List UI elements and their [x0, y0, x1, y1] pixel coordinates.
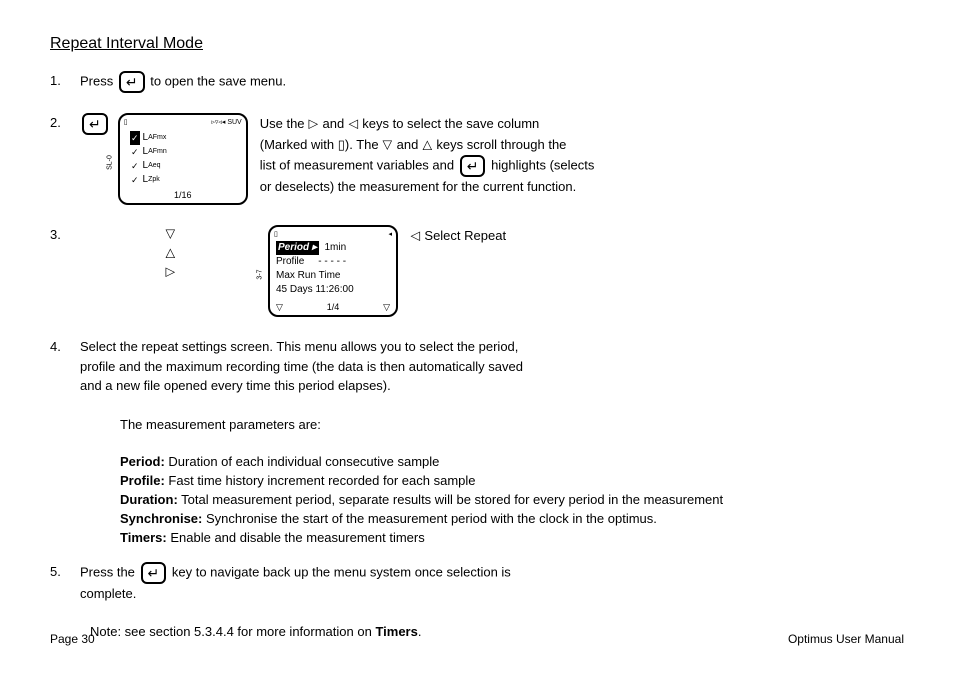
right-arrow-icon: ▷ [165, 264, 175, 279]
step-4-number: 4. [50, 337, 80, 354]
down-arrow-icon: ▽ [165, 226, 175, 241]
check-icon: ✓ [130, 131, 140, 145]
left-arrow-icon: ◁ [411, 226, 421, 245]
check-icon: ✓ [130, 145, 140, 159]
param-list: The measurement parameters are: Period: … [120, 416, 904, 548]
lcd1-sub1: AFmn [148, 145, 167, 159]
step-1-after: to open the save menu. [150, 73, 286, 88]
check-icon: ✓ [130, 159, 140, 173]
right-arrow-icon: ▷ [309, 114, 319, 133]
step-5: 5. Press the ↵ key to navigate back up t… [50, 562, 904, 604]
page-number: Page 30 [50, 632, 95, 646]
step-5b: key to navigate back up the menu system … [172, 565, 511, 580]
period-label: Period ▸ [276, 241, 319, 255]
step-2-number: 2. [50, 113, 80, 130]
lcd1-sub2: Aeq [148, 159, 160, 173]
doc-title: Optimus User Manual [788, 632, 904, 646]
lcd2-body: Period ▸ 1min Profile - - - - - Max Run … [276, 241, 392, 297]
maxrun-label: Max Run Time [276, 269, 340, 283]
step-1-text: Press ↵ to open the save menu. [80, 71, 904, 93]
step-5-number: 5. [50, 562, 80, 579]
profile-label: Profile [276, 255, 304, 269]
lcd2-side-label: 3-7 [257, 269, 264, 279]
step-3-number: 3. [50, 225, 80, 242]
p0-label: Period: [120, 454, 165, 469]
footer: Page 30 Optimus User Manual [50, 632, 904, 646]
section-title: Repeat Interval Mode [50, 35, 904, 53]
step-1-before: Press [80, 73, 117, 88]
maxrun-value: 45 Days 11:26:00 [276, 283, 354, 297]
lcd1-top-right: ▹▿◃◂ SUV [211, 118, 241, 126]
step-4: 4. Select the repeat settings screen. Th… [50, 337, 904, 396]
period-value: 1min [324, 241, 346, 255]
lcd1-side-label: SL-0 [106, 155, 113, 170]
p1-desc: Fast time history increment recorded for… [168, 473, 475, 488]
enter-key-icon: ↵ [141, 562, 167, 584]
lcd1-sub0: AFmx [148, 131, 166, 145]
step-1: 1. Press ↵ to open the save menu. [50, 71, 904, 93]
step-4-text: Select the repeat settings screen. This … [80, 337, 904, 396]
step-5-text: Press the ↵ key to navigate back up the … [80, 562, 904, 604]
down-arrow-icon: ▽ [383, 135, 393, 154]
lcd1-body: ✓ LAFmx ✓ LAFmn ✓ LAeq ✓ LZpk [130, 131, 242, 187]
step-2: 2. ↵ SL-0 ▯ ▹▿◃◂ SUV ✓ LAFmx ✓ LAFmn ✓ L… [50, 113, 904, 205]
up-arrow-icon: △ [165, 245, 175, 260]
up-arrow-icon: △ [422, 135, 432, 154]
p4-label: Timers: [120, 530, 167, 545]
left-arrow-icon: ◁ [348, 114, 358, 133]
p3-desc: Synchronise the start of the measurement… [206, 511, 657, 526]
check-icon: ✓ [130, 173, 140, 187]
p3-label: Synchronise: [120, 511, 202, 526]
step-3-text: ◁ Select Repeat [410, 225, 904, 246]
step-5c: complete. [80, 586, 136, 601]
step-3: 3. ▽ △ ▷ 3-7 ▯ ◂ Period ▸ 1min Profile -… [50, 225, 904, 317]
profile-value: - - - - - [318, 255, 346, 269]
step-2-text: Use the ▷ and ◁ keys to select the save … [260, 113, 904, 197]
step-4b: profile and the maximum recording time (… [80, 359, 523, 374]
p4-desc: Enable and disable the measurement timer… [170, 530, 424, 545]
lcd2-top-right: ◂ [388, 230, 392, 238]
lcd1-top-left: ▯ [124, 118, 128, 126]
lcd2-bottom: ▽ 1/4 ▽ [270, 302, 396, 312]
lcd1-bottom: 1/16 [120, 190, 246, 200]
p0-desc: Duration of each individual consecutive … [168, 454, 439, 469]
enter-key-icon: ↵ [119, 71, 145, 93]
step-1-number: 1. [50, 71, 80, 88]
step-5a: Press the [80, 565, 139, 580]
step-4a: Select the repeat settings screen. This … [80, 339, 518, 354]
p2-desc: Total measurement period, separate resul… [181, 492, 723, 507]
p2-label: Duration: [120, 492, 178, 507]
step-4c: and a new file opened every time this pe… [80, 378, 391, 393]
lcd-screen-1: SL-0 ▯ ▹▿◃◂ SUV ✓ LAFmx ✓ LAFmn ✓ LAeq ✓… [118, 113, 248, 205]
param-intro: The measurement parameters are: [120, 416, 904, 435]
enter-key-icon: ↵ [460, 155, 486, 177]
lcd2-top-left: ▯ [274, 230, 278, 238]
lcd1-sub3: Zpk [148, 173, 160, 187]
lcd-screen-2: 3-7 ▯ ◂ Period ▸ 1min Profile - - - - - … [268, 225, 398, 317]
p1-label: Profile: [120, 473, 165, 488]
enter-key-icon: ↵ [82, 113, 108, 135]
